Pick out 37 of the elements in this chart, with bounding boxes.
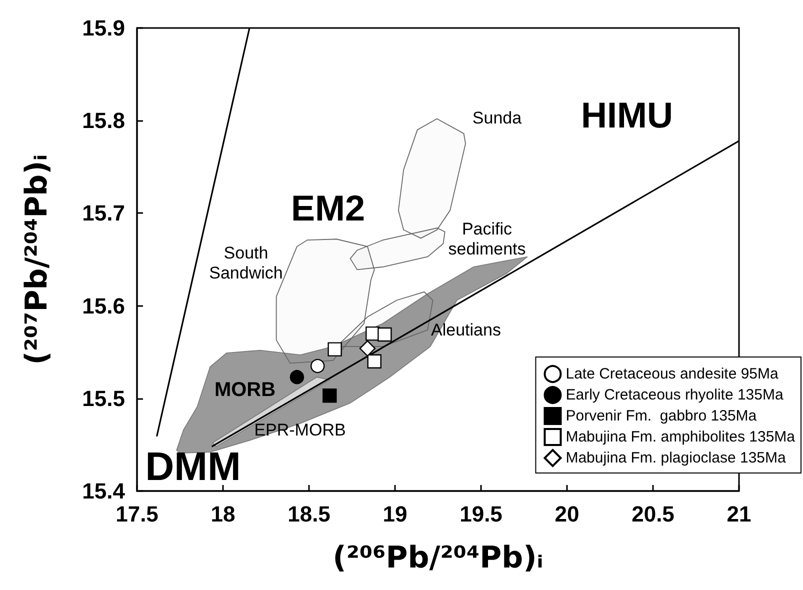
legend-label: Late Cretaceous andesite 95Ma [566,366,780,382]
point [290,370,304,384]
annotation: DMM [145,445,241,489]
x-tick-label: 19.5 [460,502,502,526]
x-tick-label: 18.5 [288,502,330,526]
series-label: EPR-MORB [254,420,346,440]
y-tick-label: 15.5 [82,386,125,411]
series-label: Aleutians [431,320,501,340]
y-tick-label: 15.6 [82,293,125,318]
annotation: EM2 [290,188,366,228]
series-label: MORB [214,379,276,401]
y-axis-title: (²⁰⁷Pb/²⁰⁴Pb)ᵢ [20,154,54,365]
legend-label: Early Cretaceous rhyolite 135Ma [566,386,784,404]
annotation: HIMU [581,94,673,136]
series-label: Pacific sediments [448,219,526,259]
point [367,354,382,368]
y-tick-label: 15.9 [82,16,125,40]
x-tick-label: 17.5 [116,502,158,526]
legend-label: Porvenir Fm. gabbro 135Ma [566,408,758,424]
point [378,327,392,342]
legend-label: Mabujina Fm. plagioclase 135Ma [566,450,786,466]
x-axis-title: (²⁰⁶Pb/²⁰⁴Pb)ᵢ [332,540,544,576]
x-tick-label: 20 [554,502,580,526]
point [328,342,342,356]
y-tick-label: 15.4 [82,478,126,504]
series-label: South Sandwich [209,243,283,283]
point [322,388,337,403]
x-tick-label: 21 [726,502,752,526]
series-label: Sunda [472,108,522,128]
y-tick-label: 15.8 [82,108,125,134]
x-tick-label: 18 [210,502,236,526]
legend-label: Mabujina Fm. amphibolites 135Ma [566,428,796,446]
point [310,358,325,374]
x-tick-label: 19 [382,502,408,526]
x-tick-label: 20.5 [632,502,674,526]
point [359,340,376,356]
y-tick-label: 15.7 [82,200,125,226]
